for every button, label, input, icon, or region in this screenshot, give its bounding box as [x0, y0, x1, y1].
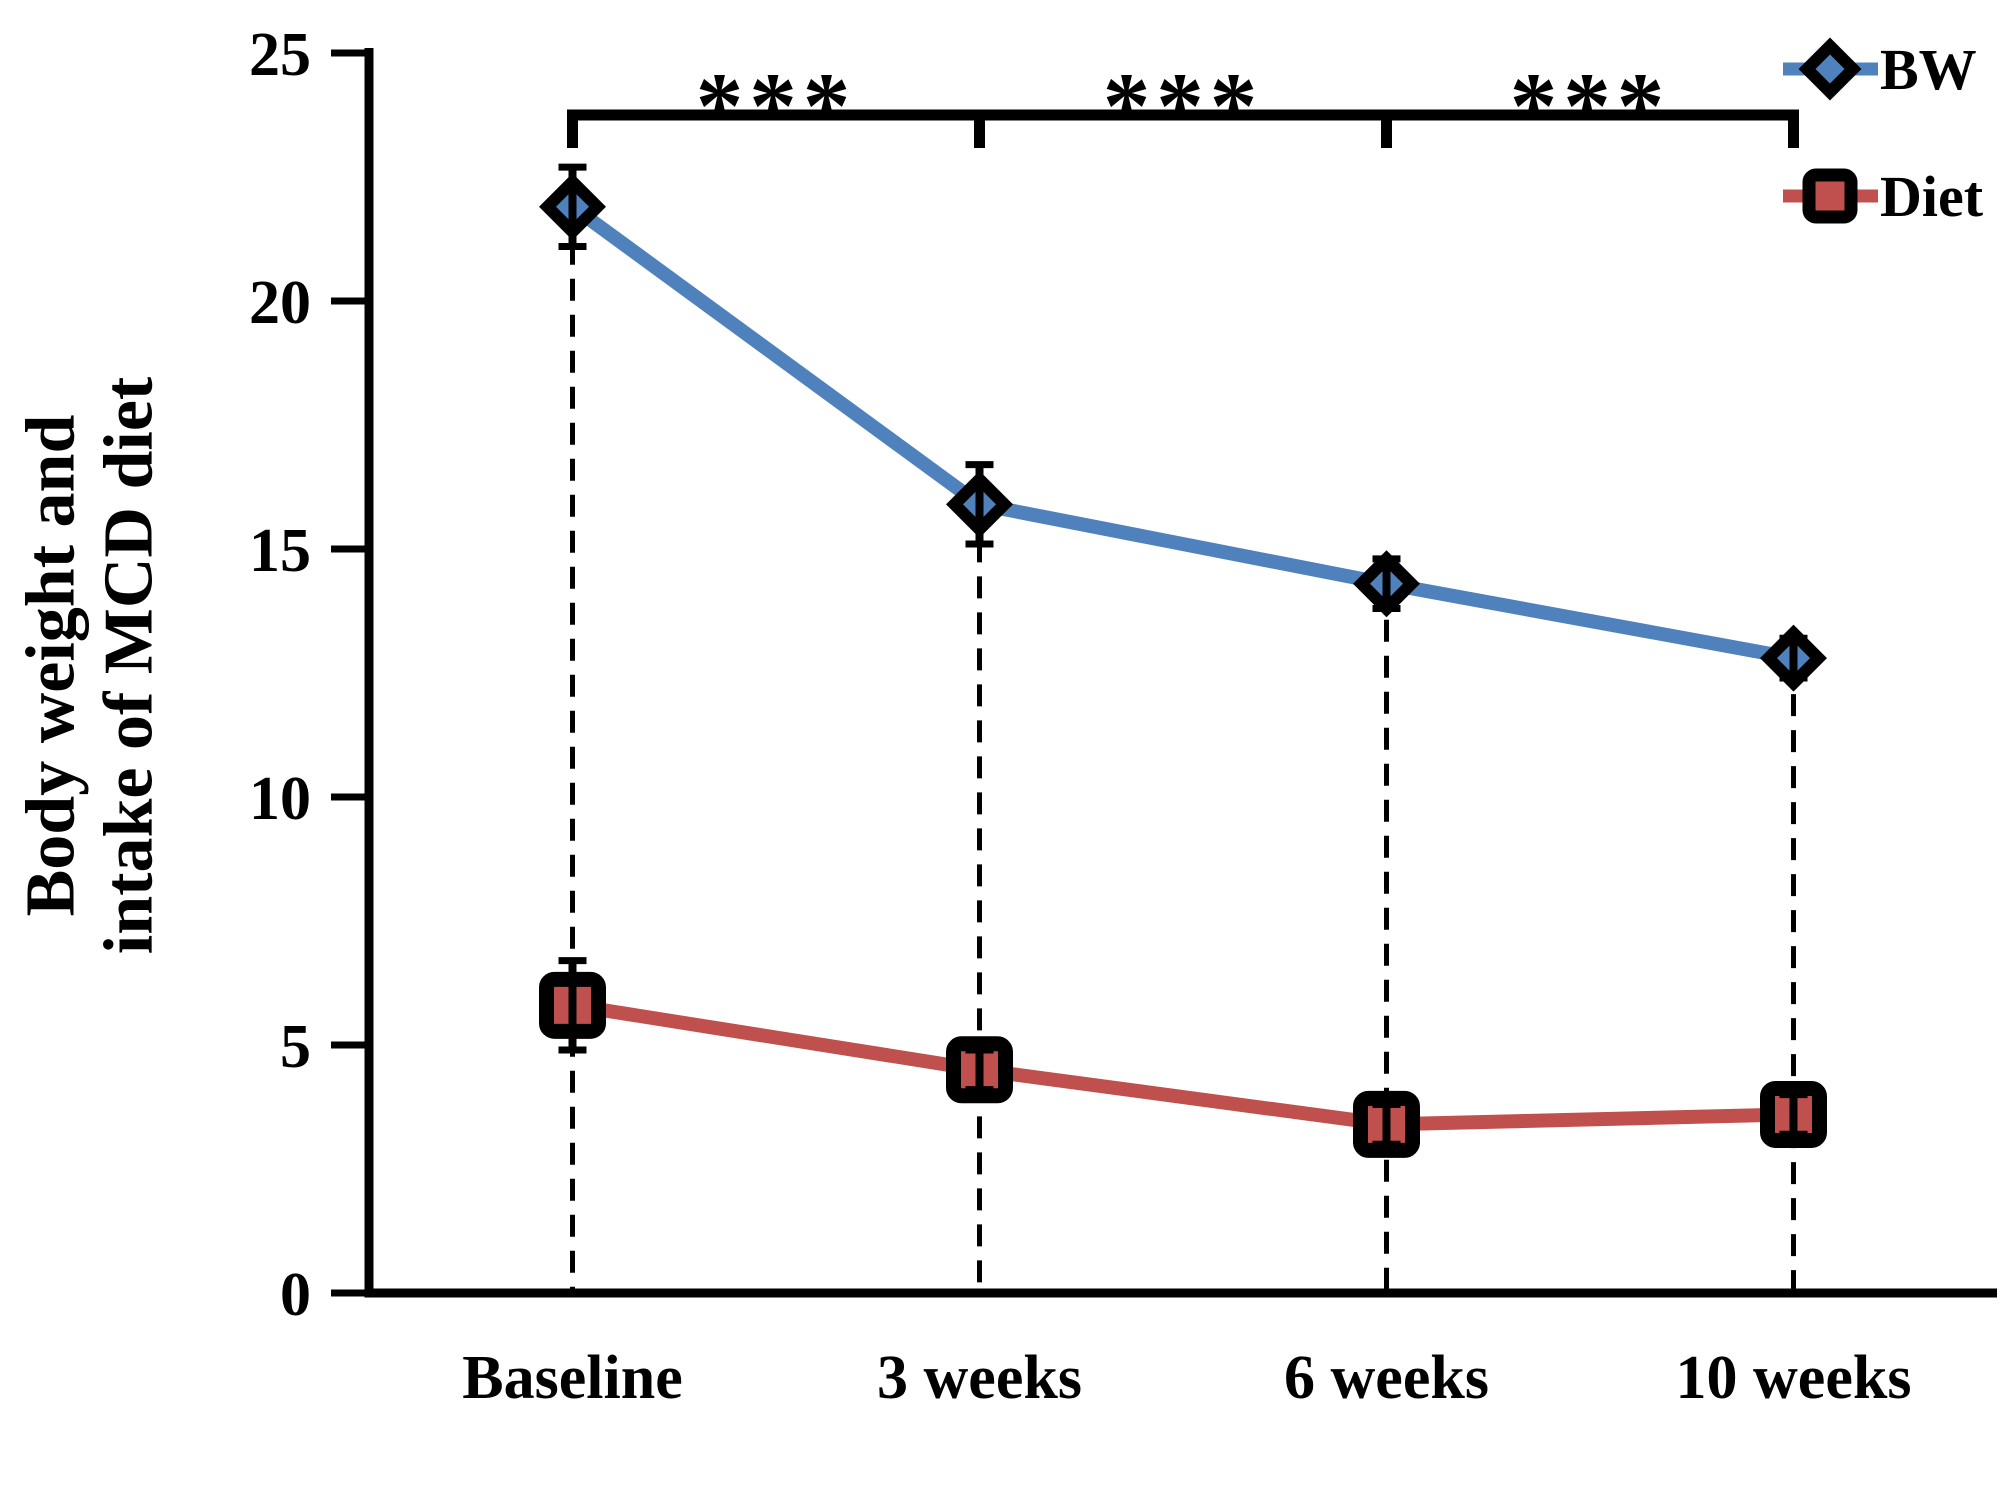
bw-legend-marker-icon	[1783, 37, 1878, 101]
significance-bracket	[567, 109, 1799, 148]
y-tick-label-10: 10	[249, 765, 311, 833]
diet-legend-marker-icon	[1783, 168, 1878, 224]
significance-label-1: ***	[1103, 53, 1264, 159]
legend: BW Diet	[1783, 22, 1998, 244]
significance-label-0: ***	[696, 53, 857, 159]
x-category-label-3: 10 weeks	[1676, 1344, 1912, 1412]
x-category-label-0: Baseline	[462, 1344, 682, 1412]
legend-entry-diet: Diet	[1783, 149, 1998, 244]
legend-label-diet: Diet	[1880, 164, 1984, 229]
x-category-label-1: 3 weeks	[877, 1344, 1082, 1412]
y-tick-label-0: 0	[280, 1261, 311, 1329]
significance-label-2: ***	[1510, 53, 1671, 159]
diet-series-line	[565, 998, 1801, 1132]
legend-label-bw: BW	[1880, 37, 1977, 102]
x-category-label-2: 6 weeks	[1284, 1344, 1489, 1412]
y-tick-label-15: 15	[249, 517, 311, 585]
y-tick-label-25: 25	[249, 21, 311, 89]
legend-entry-bw: BW	[1783, 22, 1998, 117]
y-tick-label-5: 5	[280, 1013, 311, 1081]
y-tick-label-20: 20	[249, 269, 311, 337]
bw-series-line	[565, 199, 1801, 666]
